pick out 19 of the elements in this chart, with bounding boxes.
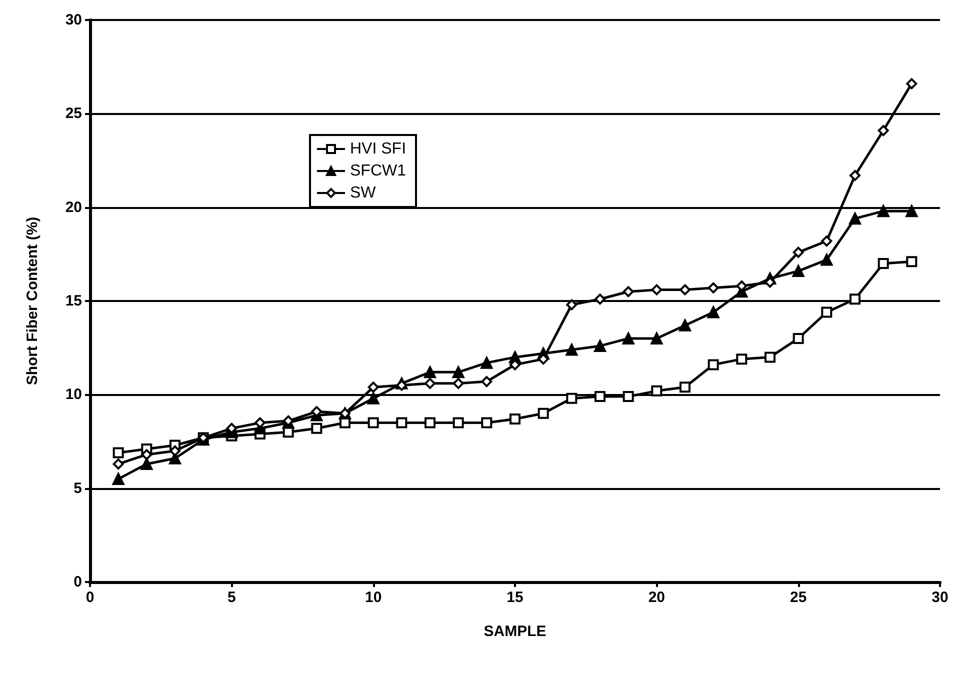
x-tick-label: 0: [86, 589, 94, 606]
y-tick-label: 10: [65, 386, 82, 404]
legend-label: SW: [350, 184, 377, 202]
y-tick-label: 25: [65, 105, 82, 122]
legend-label: SFCW1: [350, 162, 406, 180]
x-axis-title: SAMPLE: [484, 623, 546, 640]
y-axis-title: Short Fiber Content (%): [24, 216, 41, 386]
x-tick-label: 5: [227, 589, 236, 606]
x-tick-label: 15: [506, 589, 524, 606]
y-tick-label: 15: [65, 292, 82, 310]
x-tick-label: 30: [932, 589, 948, 606]
legend-label: HVI SFI: [350, 140, 406, 158]
y-tick-label: 30: [65, 12, 82, 28]
y-tick-label: 20: [65, 198, 82, 216]
x-tick-label: 25: [790, 589, 807, 606]
x-tick-label: 10: [364, 589, 382, 606]
y-tick-label: 5: [74, 480, 82, 497]
y-tick-label: 0: [74, 574, 82, 590]
x-tick-label: 20: [648, 589, 666, 606]
